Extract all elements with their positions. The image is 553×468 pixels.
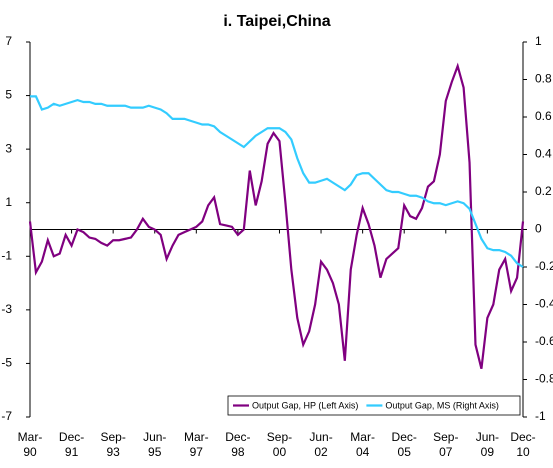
y-tick-label: -7 xyxy=(1,409,12,423)
y2-tick-label: 0.4 xyxy=(535,147,552,161)
y2-tick-label: 0 xyxy=(535,222,542,236)
y2-tick-label: 0.6 xyxy=(535,109,552,123)
series-line xyxy=(30,95,524,268)
x-tick-label: Mar- 04 xyxy=(350,430,375,459)
y-tick-label: 5 xyxy=(5,88,12,102)
y-tick-label: 3 xyxy=(5,141,12,155)
y2-tick-label: -0.4 xyxy=(535,297,553,311)
y-tick-label: 1 xyxy=(5,195,12,209)
x-tick-label: Dec- 10 xyxy=(510,430,536,459)
y-tick-label: -3 xyxy=(1,302,12,316)
x-tick-label: Mar- 97 xyxy=(183,430,209,459)
legend-label: Output Gap, HP (Left Axis) xyxy=(252,400,358,410)
x-tick-label: Jun- 95 xyxy=(143,430,167,459)
y2-tick-label: -0.2 xyxy=(535,259,553,273)
legend-label: Output Gap, MS (Right Axis) xyxy=(385,400,499,410)
x-tick-label: Sep- 07 xyxy=(433,430,459,459)
y2-tick-label: 0.2 xyxy=(535,184,552,198)
x-tick-label: Dec- 98 xyxy=(225,430,251,459)
y2-tick-label: -0.8 xyxy=(535,372,553,386)
x-tick-label: Dec- 05 xyxy=(391,430,417,459)
y-tick-label: -5 xyxy=(1,356,12,370)
x-tick-label: Sep- 00 xyxy=(266,430,293,459)
y2-tick-label: -0.6 xyxy=(535,334,553,348)
y2-tick-label: -1 xyxy=(535,409,546,423)
x-tick-label: Sep- 93 xyxy=(100,430,126,459)
x-tick-label: Jun- 02 xyxy=(309,430,333,459)
x-tick-label: Dec- 91 xyxy=(58,430,85,459)
y-tick-label: 7 xyxy=(5,34,12,48)
y2-tick-label: 0.8 xyxy=(535,72,552,86)
chart-title: i. Taipei,China xyxy=(223,13,330,30)
x-tick-label: Mar- 90 xyxy=(17,430,43,459)
legend: Output Gap, HP (Left Axis) Output Gap, MS… xyxy=(227,395,521,416)
y-tick-label: -1 xyxy=(1,248,12,262)
x-tick-label: Jun- 09 xyxy=(475,430,500,459)
series-line xyxy=(28,62,525,370)
y2-tick-label: 1 xyxy=(535,34,542,48)
